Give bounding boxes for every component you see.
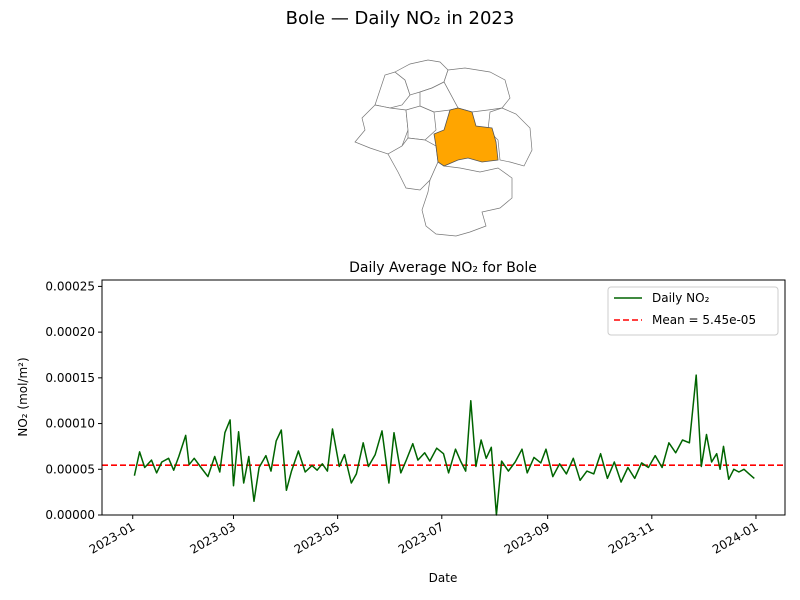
y-tick-label: 0.00000 (45, 508, 95, 522)
map-region-east (487, 107, 533, 167)
legend-label-mean: Mean = 5.45e-05 (652, 313, 756, 327)
y-tick-label: 0.00005 (45, 462, 95, 476)
district-map (354, 59, 533, 237)
series-line-daily-no2 (133, 374, 755, 516)
x-tick-label: 2024-01 (710, 519, 760, 556)
map-region-highlighted (433, 107, 499, 167)
y-tick-label: 0.00025 (45, 279, 95, 293)
x-tick-label: 2023-11 (606, 519, 656, 556)
legend-label-daily-no2: Daily NO₂ (652, 291, 710, 305)
legend-box (607, 286, 779, 336)
map-region-south (421, 161, 513, 237)
figure-title: Bole — Daily NO₂ in 2023 (285, 8, 515, 29)
plot-frame (101, 279, 786, 516)
y-tick-label: 0.00010 (45, 417, 95, 431)
x-tick-label: 2023-07 (396, 519, 446, 556)
y-axis-ticks: 0.00000 0.00005 0.00010 0.00015 0.00020 0.000… (45, 279, 102, 522)
chart-title: Daily Average NO₂ for Bole (349, 260, 537, 276)
y-axis-label: NO₂ (mol/m²) (16, 357, 30, 436)
x-tick-label: 2023-01 (87, 519, 137, 556)
x-tick-label: 2023-03 (188, 519, 238, 556)
x-axis-label: Date (429, 571, 458, 585)
subcity-boundaries (354, 59, 533, 237)
y-tick-label: 0.00020 (45, 325, 95, 339)
x-tick-label: 2023-09 (502, 519, 552, 556)
x-tick-label: 2023-05 (292, 519, 342, 556)
legend: Daily NO₂ Mean = 5.45e-05 (607, 286, 779, 336)
x-axis-ticks: 2023-01 2023-03 2023-05 2023-07 2023-09 2023-… (87, 515, 760, 557)
y-tick-label: 0.00015 (45, 371, 95, 385)
